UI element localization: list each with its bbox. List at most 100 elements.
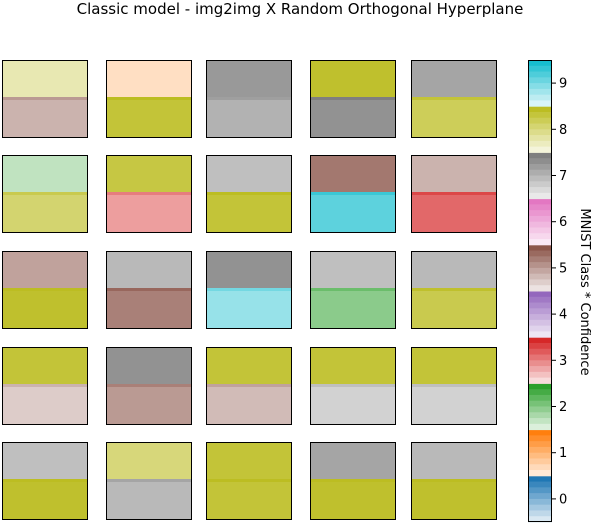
colorbar-step <box>528 516 552 523</box>
colorbar-step <box>528 337 552 344</box>
colorbar-step <box>528 441 552 448</box>
panel-boundary <box>411 192 497 195</box>
panel-bottom-region <box>310 386 396 425</box>
panel <box>310 442 396 520</box>
panel-frame <box>206 347 292 425</box>
colorbar-step <box>528 470 552 477</box>
colorbar-step <box>528 510 552 517</box>
panel-frame <box>106 251 192 329</box>
colorbar-step <box>528 342 552 350</box>
panel <box>2 155 88 233</box>
colorbar-step <box>528 394 552 402</box>
panel-top-region <box>106 251 192 290</box>
panel <box>310 347 396 425</box>
panel-top-region <box>106 60 192 99</box>
panel-frame <box>206 155 292 233</box>
colorbar-step <box>528 314 552 321</box>
panel-bottom-region <box>411 194 497 233</box>
colorbar-step <box>528 123 552 130</box>
colorbar-step <box>528 273 552 280</box>
colorbar-step <box>528 244 552 252</box>
colorbar-step <box>528 487 552 494</box>
panel-boundary <box>310 97 396 100</box>
panel-bottom-region <box>411 290 497 329</box>
colorbar-step <box>528 325 552 332</box>
panel <box>106 251 192 329</box>
colorbar-step <box>528 418 552 425</box>
colorbar-step <box>528 111 552 119</box>
panel-frame <box>310 347 396 425</box>
panel-top-region <box>411 155 497 194</box>
colorbar-step <box>528 88 552 96</box>
colorbar-step <box>528 129 552 136</box>
colorbar-step <box>528 458 552 465</box>
panel-frame <box>2 251 88 329</box>
panel-top-region <box>206 442 292 481</box>
colorbar-step <box>528 146 552 153</box>
colorbar-step <box>528 435 552 442</box>
colorbar-step <box>528 262 552 269</box>
panel-bottom-region <box>310 194 396 233</box>
colorbar-step <box>528 331 552 338</box>
colorbar-tick-label: 9 <box>559 77 567 92</box>
panel-bottom-region <box>411 386 497 425</box>
colorbar-step <box>528 285 552 292</box>
panel-bottom-region <box>2 290 88 329</box>
panel-top-region <box>411 442 497 481</box>
panel-boundary <box>310 479 396 482</box>
panel-top-region <box>411 347 497 386</box>
panel-top-region <box>310 347 396 386</box>
colorbar-step <box>528 308 552 315</box>
panel-boundary <box>206 479 292 482</box>
colorbar-step <box>528 279 552 286</box>
panel-top-region <box>206 155 292 194</box>
panel-frame <box>310 442 396 520</box>
colorbar-step <box>528 464 552 471</box>
panel <box>310 251 396 329</box>
colorbar: 0 1 2 3 4 5 6 7 8 9 <box>528 60 567 523</box>
panel-bottom-region <box>206 481 292 520</box>
colorbar-step <box>528 354 552 361</box>
panel <box>106 60 192 138</box>
panel-frame <box>106 442 192 520</box>
colorbar-step <box>528 291 552 298</box>
panel-frame <box>310 251 396 329</box>
colorbar-tick-label: 6 <box>559 215 567 230</box>
panel-frame <box>206 442 292 520</box>
colorbar-step <box>528 106 552 113</box>
colorbar-step <box>528 65 552 73</box>
panel-bottom-region <box>310 290 396 329</box>
panel <box>206 251 292 329</box>
panel-bottom-region <box>310 99 396 138</box>
colorbar-step <box>528 181 552 188</box>
colorbar-step <box>528 152 552 159</box>
panel-top-region <box>310 442 396 481</box>
colorbar-step <box>528 296 552 304</box>
colorbar-step <box>528 377 552 384</box>
panel-frame <box>2 347 88 425</box>
panel-top-region <box>310 251 396 290</box>
colorbar-step <box>528 267 552 275</box>
panel-bottom-region <box>106 386 192 425</box>
panel-frame <box>2 155 88 233</box>
colorbar-step <box>528 158 552 165</box>
colorbar-step <box>528 71 552 78</box>
colorbar-step <box>528 215 552 223</box>
panel-boundary <box>106 479 192 482</box>
panel-top-region <box>310 60 396 99</box>
colorbar-step <box>528 475 552 483</box>
panel <box>411 251 497 329</box>
panel <box>411 442 497 520</box>
panel <box>206 155 292 233</box>
panel-bottom-region <box>106 481 192 520</box>
panel <box>106 347 192 425</box>
panel-boundary <box>106 192 192 195</box>
panel-top-region <box>2 347 88 386</box>
panel-boundary <box>310 384 396 387</box>
panel-frame <box>206 60 292 138</box>
colorbar-step <box>528 493 552 500</box>
panel <box>310 155 396 233</box>
panel-boundary <box>206 288 292 291</box>
colorbar-tick-label: 7 <box>559 169 567 184</box>
colorbar-step <box>528 319 552 327</box>
